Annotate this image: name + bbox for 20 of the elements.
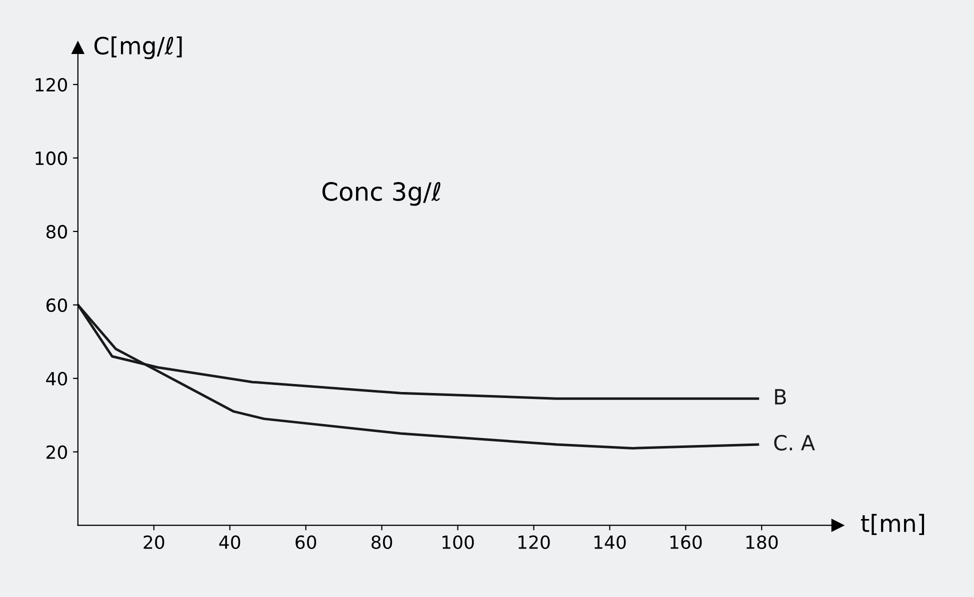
y-tick-label: 80 bbox=[46, 224, 67, 239]
x-tick-label: 100 bbox=[442, 535, 474, 550]
x-tick-label: 180 bbox=[746, 535, 778, 550]
y-tick-label: 20 bbox=[46, 445, 67, 459]
y-tick-label: 120 bbox=[36, 78, 67, 92]
x-tick-label: 60 bbox=[296, 535, 316, 550]
x-tick-label: 40 bbox=[219, 535, 240, 550]
x-tick-label: 80 bbox=[372, 535, 392, 550]
x-tick-label: 140 bbox=[594, 535, 626, 550]
y-tick-label: 100 bbox=[36, 151, 67, 166]
x-tick-label: 120 bbox=[518, 535, 550, 550]
x-axis-title: t[mn] bbox=[861, 514, 924, 535]
series-label: C. A bbox=[774, 434, 815, 451]
y-axis-title: C[mg/ℓ] bbox=[94, 36, 182, 60]
x-tick-label: 160 bbox=[670, 535, 702, 550]
x-tick-label: 20 bbox=[144, 535, 164, 550]
annotation: Conc 3g/ℓ bbox=[322, 182, 440, 206]
y-tick-label: 40 bbox=[46, 372, 67, 386]
series-label: B bbox=[775, 389, 786, 404]
y-tick-label: 60 bbox=[46, 298, 67, 312]
